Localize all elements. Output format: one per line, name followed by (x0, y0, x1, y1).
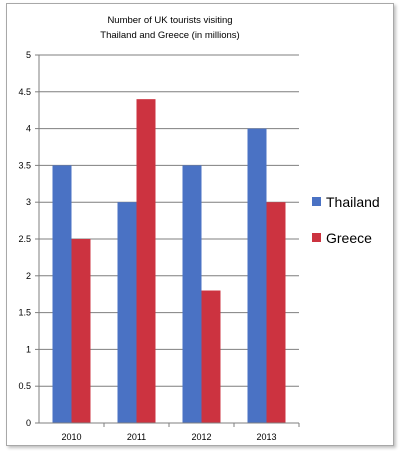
y-tick-label: 2.5 (18, 234, 31, 244)
x-tick-label: 2011 (127, 432, 146, 442)
chart-title-line-1: Number of UK tourists visiting (107, 15, 233, 26)
bar-thailand-2013 (247, 128, 267, 423)
bar-greece-2010 (71, 239, 91, 423)
y-tick-label: 1.5 (18, 308, 31, 318)
bar-thailand-2011 (117, 202, 137, 423)
y-axis-labels: 0 0.5 1 1.5 2 2.5 3 3.5 4 4.5 5 (18, 50, 31, 428)
x-axis-labels: 2010 2011 2012 2013 (61, 432, 276, 442)
y-tick-label: 1 (26, 344, 31, 354)
bars (52, 99, 286, 423)
legend-label-thailand: Thailand (326, 194, 380, 210)
axes (35, 54, 300, 427)
bar-thailand-2010 (52, 165, 72, 423)
bar-thailand-2012 (182, 165, 202, 423)
y-tick-label: 3.5 (18, 160, 31, 170)
legend-swatch-greece (312, 233, 321, 242)
y-tick-label: 4 (26, 124, 31, 134)
bar-greece-2013 (266, 202, 286, 423)
legend-label-greece: Greece (326, 230, 372, 246)
bar-greece-2012 (201, 290, 221, 423)
y-tick-label: 2 (26, 271, 31, 281)
chart-title: Number of UK tourists visiting Thailand … (60, 13, 280, 43)
y-tick-label: 5 (26, 50, 31, 60)
legend-swatch-thailand (312, 197, 321, 206)
y-tick-label: 3 (26, 197, 31, 207)
x-tick-label: 2010 (61, 432, 81, 442)
legend: Thailand Greece (312, 194, 380, 246)
y-tick-label: 0 (26, 418, 31, 428)
bar-greece-2011 (136, 99, 156, 423)
chart-title-line-2: Thailand and Greece (in millions) (100, 30, 240, 41)
x-tick-label: 2013 (256, 432, 276, 442)
y-tick-label: 0.5 (18, 381, 31, 391)
y-tick-label: 4.5 (18, 87, 31, 97)
x-tick-label: 2012 (191, 432, 211, 442)
